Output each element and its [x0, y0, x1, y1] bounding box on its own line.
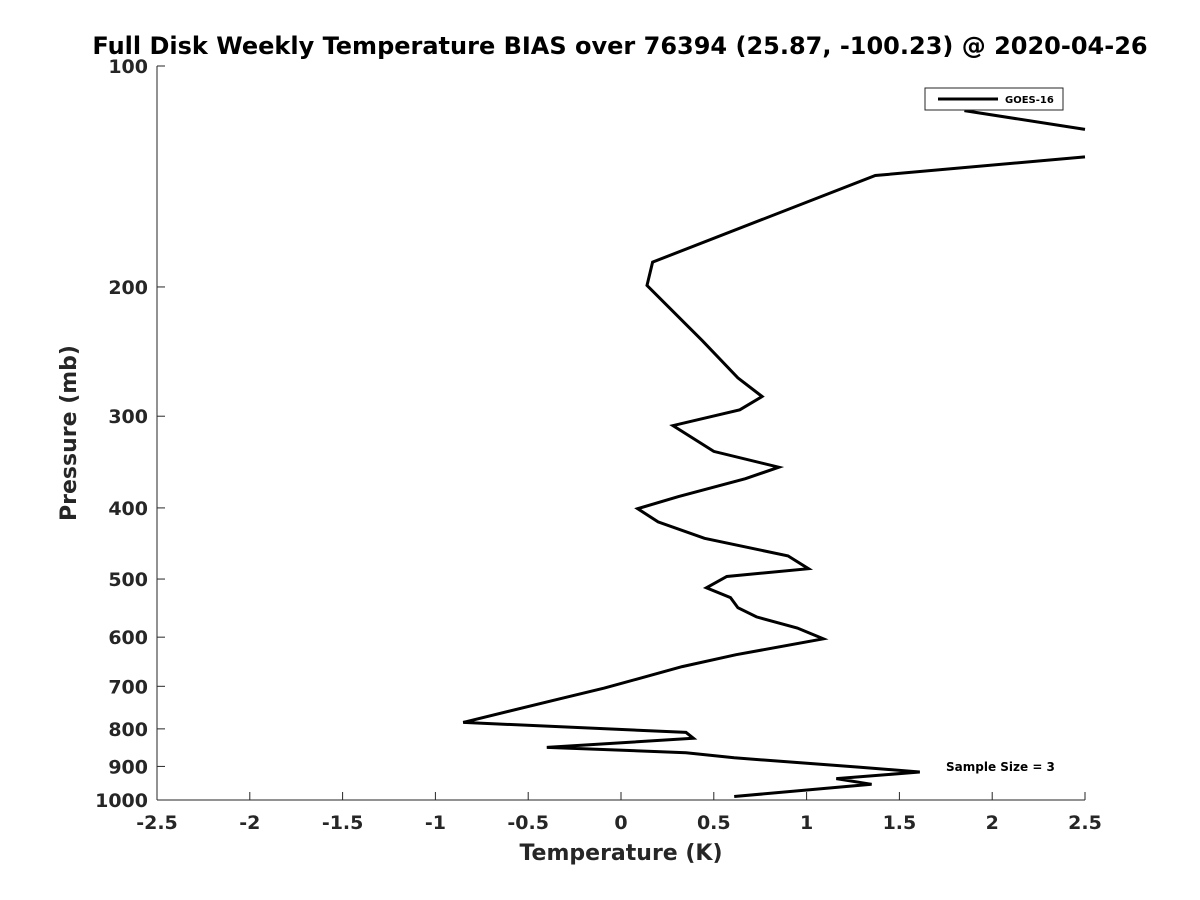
y-axis-label: Pressure (mb) — [57, 345, 82, 521]
y-tick-label: 500 — [108, 569, 148, 591]
x-tick-label: -1.5 — [322, 812, 364, 834]
x-tick-label: -0.5 — [507, 812, 549, 834]
y-tick-label: 900 — [108, 756, 148, 778]
x-axis-label: Temperature (K) — [519, 841, 722, 866]
x-tick-label: 1 — [800, 812, 813, 834]
x-tick-label: -1 — [425, 812, 446, 834]
x-tick-label: 0.5 — [697, 812, 731, 834]
y-ticks: 100 200 300 400 500 600 700 800 900 1000 — [95, 56, 165, 812]
series-line-goes-16 — [462, 155, 1086, 798]
y-tick-label: 400 — [108, 498, 148, 520]
sample-size-annotation: Sample Size = 3 — [946, 760, 1055, 774]
y-tick-label: 800 — [108, 719, 148, 741]
y-tick-label: 600 — [108, 627, 148, 649]
legend-label-goes-16: GOES-16 — [1005, 95, 1054, 106]
series-group — [462, 109, 1086, 798]
y-tick-label: 1000 — [95, 790, 148, 812]
legend: GOES-16 — [924, 87, 1064, 111]
y-tick-label: 200 — [108, 277, 148, 299]
x-tick-label: 1.5 — [883, 812, 917, 834]
x-tick-label: 2.5 — [1068, 812, 1102, 834]
x-tick-label: -2 — [239, 812, 260, 834]
x-ticks: -2.5 -2 -1.5 -1 -0.5 0 0.5 1 1.5 2 2.5 — [136, 792, 1102, 834]
series-line-goes-16 — [964, 109, 1086, 131]
chart-title: Full Disk Weekly Temperature BIAS over 7… — [92, 32, 1147, 60]
y-tick-label: 100 — [108, 56, 148, 78]
y-tick-label: 300 — [108, 406, 148, 428]
x-tick-label: -2.5 — [136, 812, 178, 834]
x-tick-label: 2 — [986, 812, 999, 834]
y-tick-label: 700 — [108, 676, 148, 698]
x-tick-label: 0 — [614, 812, 627, 834]
